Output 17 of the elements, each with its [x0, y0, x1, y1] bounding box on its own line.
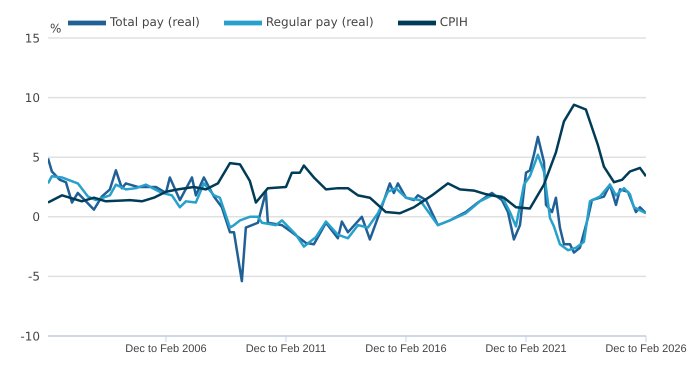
- x-tick-label: Dec to Feb 2016: [365, 342, 447, 355]
- y-tick-label: -10: [20, 329, 40, 344]
- x-tick-label: Dec to Feb 2026: [605, 342, 687, 355]
- x-tick-label: Dec to Feb 2011: [246, 342, 326, 355]
- y-tick-label: 15: [24, 31, 40, 46]
- y-tick-label: -5: [28, 270, 40, 284]
- y-tick-label: 0: [32, 210, 40, 224]
- legend-label: Total pay (real): [110, 15, 200, 30]
- x-tick-label: Dec to Feb 2006: [125, 342, 207, 355]
- line-series: [48, 154, 646, 252]
- legend-label: Regular pay (real): [266, 15, 374, 30]
- y-tick-label: 10: [24, 90, 40, 105]
- legend-label: CPIH: [440, 15, 468, 30]
- y-axis-title: %: [50, 22, 62, 36]
- x-tick-label: Dec to Feb 2021: [485, 342, 567, 355]
- y-tick-label: 5: [32, 150, 40, 164]
- line-series: [48, 104, 646, 214]
